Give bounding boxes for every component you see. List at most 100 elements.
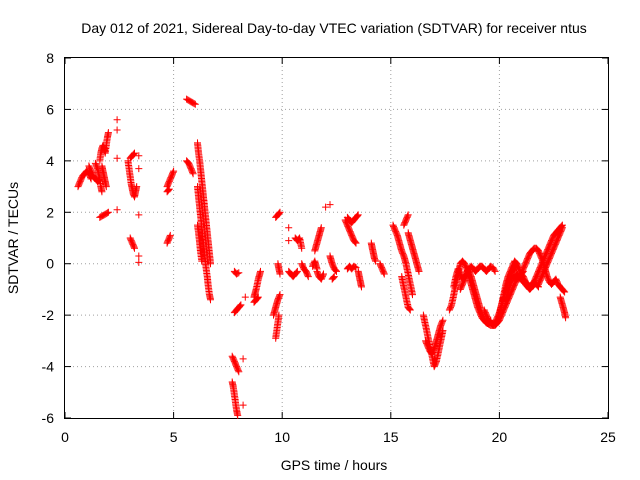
data-point bbox=[415, 267, 423, 275]
data-points bbox=[74, 95, 570, 419]
data-point bbox=[207, 296, 214, 304]
data-point bbox=[351, 237, 359, 245]
data-point bbox=[529, 282, 537, 290]
data-point bbox=[253, 295, 261, 303]
data-point bbox=[234, 269, 242, 277]
data-point bbox=[491, 267, 499, 275]
data-point bbox=[236, 302, 244, 310]
data-point bbox=[490, 266, 498, 274]
data-point bbox=[191, 100, 199, 108]
data-point bbox=[317, 224, 325, 232]
x-tick-label: 5 bbox=[170, 429, 178, 445]
data-point bbox=[234, 366, 242, 374]
data-point bbox=[207, 260, 214, 268]
data-point bbox=[276, 208, 284, 216]
data-point bbox=[285, 224, 293, 232]
data-point bbox=[439, 316, 447, 324]
data-point bbox=[241, 293, 249, 301]
data-point bbox=[285, 237, 293, 245]
x-tick-labels: 0 5 10 15 20 25 bbox=[61, 429, 616, 445]
data-point bbox=[293, 268, 301, 276]
data-point bbox=[165, 185, 173, 193]
y-axis-label: SDTVAR / TECUs bbox=[5, 182, 21, 294]
data-point bbox=[352, 264, 360, 272]
data-point bbox=[560, 287, 568, 295]
data-point bbox=[239, 355, 247, 363]
data-point bbox=[135, 252, 143, 260]
y-tick-label: 4 bbox=[46, 153, 54, 169]
x-tick-label: 20 bbox=[492, 429, 508, 445]
data-point bbox=[235, 269, 243, 277]
y-tick-labels: -6 -4 -2 0 2 4 6 8 bbox=[42, 50, 55, 426]
data-point bbox=[406, 305, 414, 313]
data-point bbox=[354, 211, 362, 219]
x-tick-label: 25 bbox=[600, 429, 616, 445]
data-point bbox=[353, 213, 361, 221]
data-point bbox=[170, 167, 178, 175]
data-point bbox=[135, 211, 143, 219]
data-point bbox=[329, 274, 337, 282]
y-tick-label: -6 bbox=[42, 410, 55, 426]
data-point bbox=[239, 401, 247, 409]
data-point bbox=[275, 210, 283, 218]
data-point bbox=[404, 211, 412, 219]
data-point bbox=[351, 263, 359, 271]
axis-ticks bbox=[64, 57, 609, 419]
data-point bbox=[558, 224, 566, 232]
data-point bbox=[103, 209, 111, 217]
data-point bbox=[129, 151, 137, 159]
data-point bbox=[135, 165, 143, 173]
data-point bbox=[405, 304, 413, 312]
data-point bbox=[372, 257, 380, 265]
data-point bbox=[561, 288, 569, 296]
data-point bbox=[380, 270, 388, 278]
data-point bbox=[404, 212, 412, 220]
data-point bbox=[319, 271, 327, 279]
data-point bbox=[558, 225, 566, 233]
data-point bbox=[190, 100, 198, 108]
data-point bbox=[559, 286, 567, 294]
data-point bbox=[562, 314, 570, 322]
data-point bbox=[351, 238, 359, 246]
data-point bbox=[104, 129, 112, 137]
data-point bbox=[133, 183, 141, 191]
data-point bbox=[330, 273, 338, 281]
data-point bbox=[98, 188, 106, 196]
data-point bbox=[304, 271, 312, 279]
data-point bbox=[333, 267, 340, 275]
data-point bbox=[326, 201, 334, 209]
data-point bbox=[275, 209, 283, 217]
data-point bbox=[292, 269, 300, 277]
data-point bbox=[198, 257, 206, 265]
data-point bbox=[131, 149, 138, 157]
y-tick-label: 8 bbox=[46, 50, 54, 66]
data-point bbox=[165, 186, 172, 194]
x-tick-label: 0 bbox=[61, 429, 69, 445]
data-point bbox=[358, 283, 365, 291]
y-tick-label: 6 bbox=[46, 101, 54, 117]
x-tick-label: 15 bbox=[383, 429, 399, 445]
data-point bbox=[236, 303, 243, 311]
data-point bbox=[320, 270, 327, 278]
data-point bbox=[322, 203, 330, 211]
data-point bbox=[234, 411, 242, 419]
data-point bbox=[275, 311, 283, 319]
data-point bbox=[113, 154, 121, 162]
y-tick-label: 2 bbox=[46, 204, 54, 220]
data-point bbox=[331, 266, 339, 274]
plot-frame bbox=[64, 57, 609, 419]
data-point bbox=[276, 291, 284, 299]
data-point bbox=[131, 244, 138, 252]
data-point bbox=[235, 368, 243, 376]
data-point bbox=[330, 273, 338, 281]
data-point bbox=[164, 187, 172, 195]
data-point bbox=[529, 281, 537, 289]
data-point bbox=[257, 267, 264, 275]
data-point bbox=[189, 170, 197, 178]
chart-title: Day 012 of 2021, Sidereal Day-to-day VTE… bbox=[81, 20, 587, 36]
data-point bbox=[352, 239, 360, 247]
data-point bbox=[304, 273, 312, 281]
data-point bbox=[354, 212, 361, 220]
y-tick-label: -2 bbox=[42, 307, 55, 323]
